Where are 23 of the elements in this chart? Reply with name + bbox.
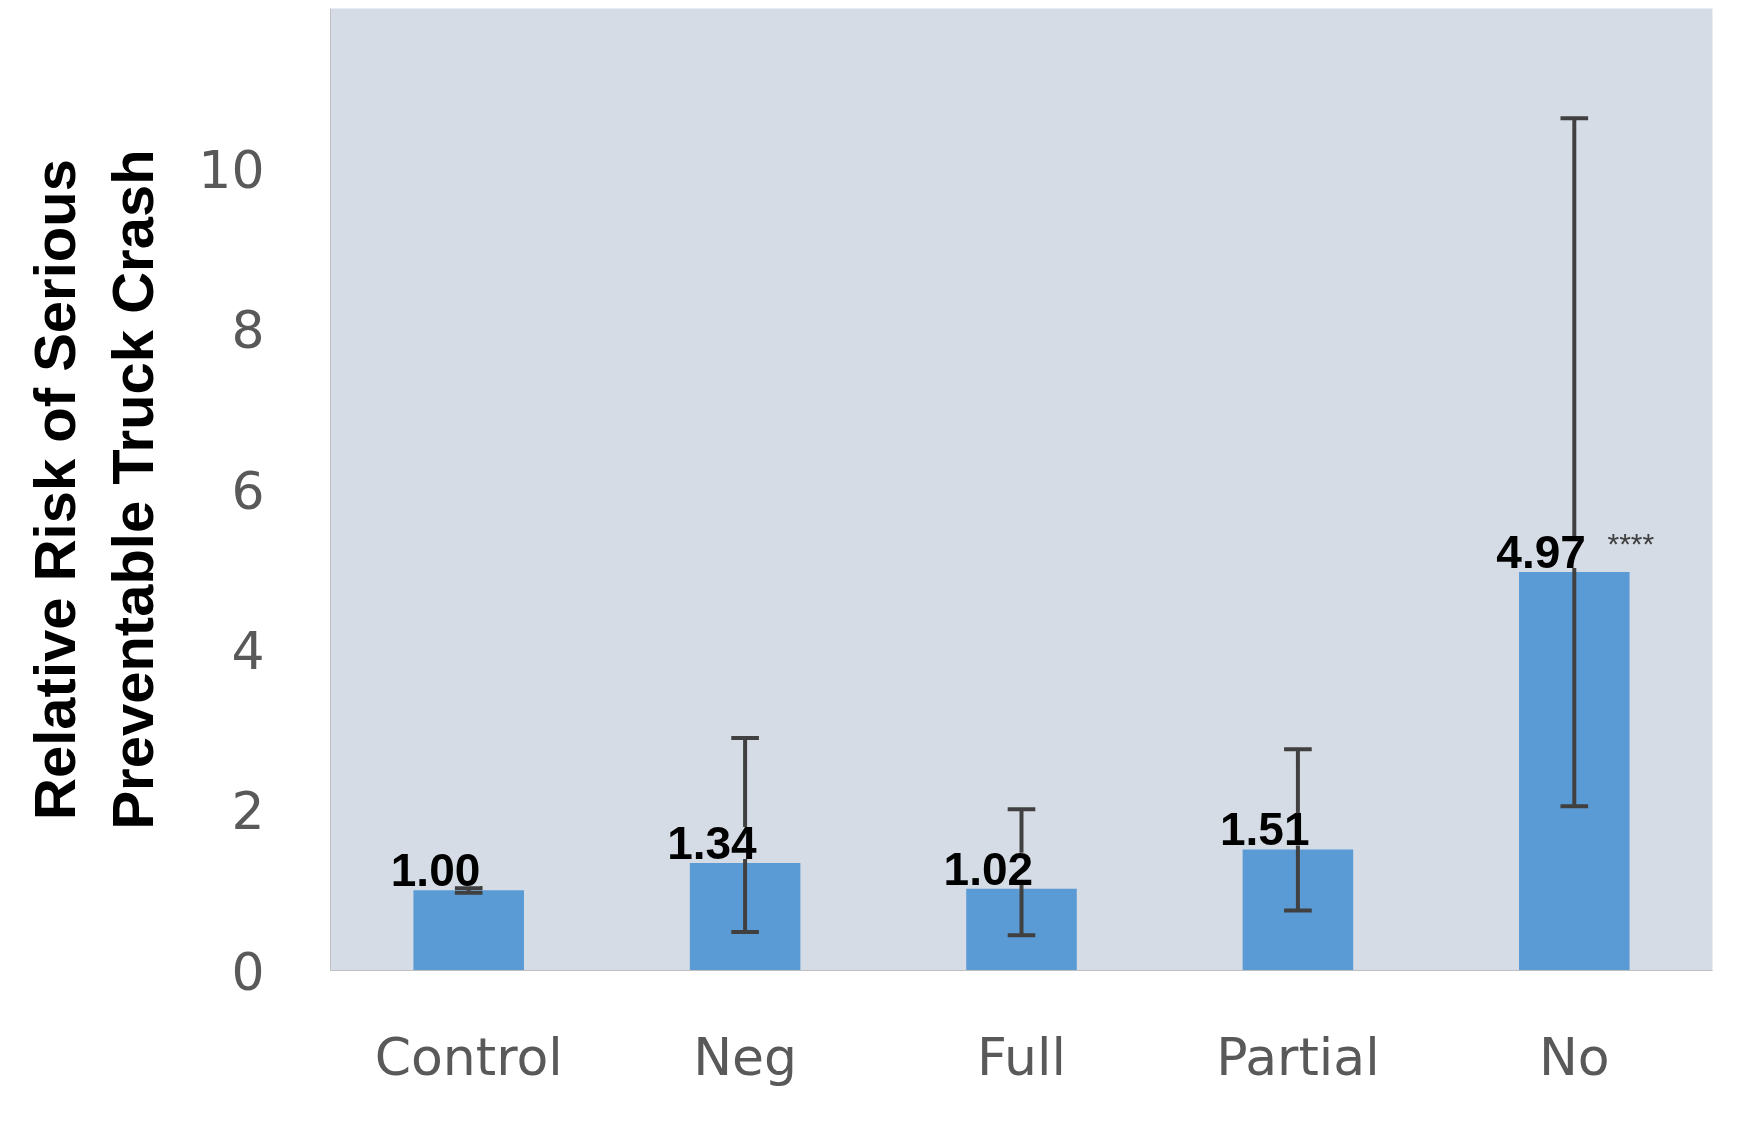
data-label: 4.97	[1496, 526, 1586, 579]
annotation: ****	[1607, 527, 1655, 561]
y-tick-label: 8	[231, 300, 265, 361]
bar	[1242, 849, 1354, 971]
x-tick-label: Full	[977, 1026, 1066, 1087]
bar	[966, 888, 1077, 971]
x-tick-label: No	[1538, 1026, 1610, 1087]
data-label: 1.02	[943, 842, 1034, 895]
bar	[1519, 572, 1630, 971]
y-axis-title: Relative Risk of Serious Preventable Truck Crash	[22, 149, 166, 830]
x-tick-label: Partial	[1216, 1026, 1380, 1087]
y-tick-label: 6	[231, 460, 265, 521]
y-tick-label: 4	[231, 620, 265, 681]
data-label: 1.00	[390, 844, 481, 897]
y-tick-label: 10	[198, 139, 265, 200]
x-tick-label: Control	[374, 1026, 563, 1087]
bar	[689, 863, 801, 971]
y-tick-label: 2	[231, 781, 265, 842]
data-label: 1.34	[667, 817, 758, 870]
x-tick-label: Neg	[693, 1026, 798, 1087]
y-tick-label: 0	[231, 941, 265, 1002]
bar	[413, 890, 524, 971]
data-label: 1.51	[1219, 803, 1310, 856]
